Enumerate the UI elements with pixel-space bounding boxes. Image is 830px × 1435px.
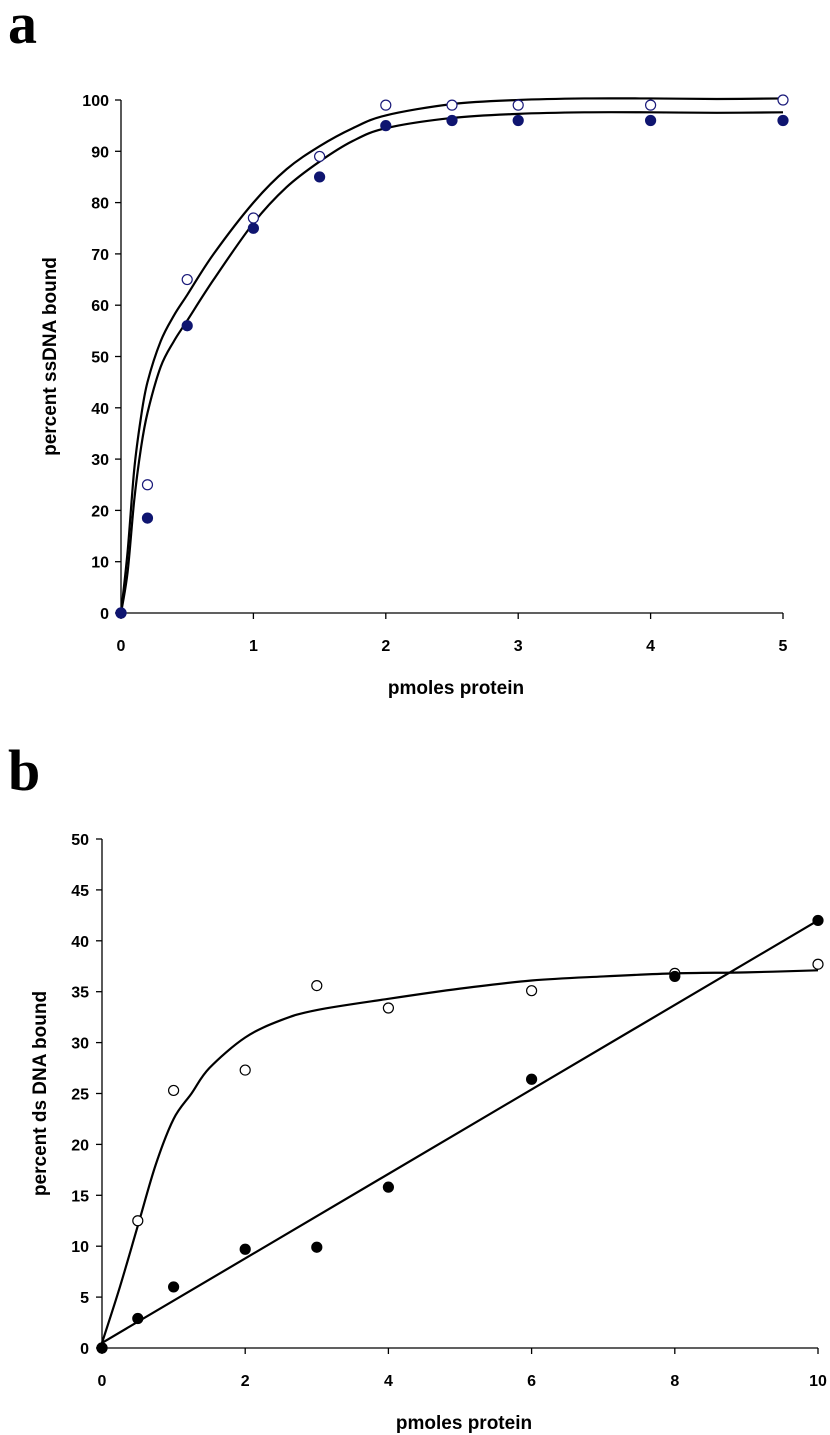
filled-data-point <box>96 1342 108 1354</box>
filled-data-point <box>777 114 789 127</box>
y-tick-label: 25 <box>71 1087 89 1104</box>
x-tick-label: 5 <box>779 638 788 655</box>
y-tick-label: 5 <box>80 1290 89 1307</box>
y-tick-label: 40 <box>91 401 109 418</box>
y-tick-label: 50 <box>91 350 109 367</box>
open-data-point <box>311 979 323 992</box>
panel-label: b <box>8 738 40 803</box>
open-data-point <box>812 958 824 970</box>
y-tick-label: 50 <box>71 832 89 849</box>
open-data-point <box>446 99 458 111</box>
open-data-point <box>181 273 193 286</box>
y-tick-label: 20 <box>71 1137 89 1154</box>
y-tick-label: 100 <box>82 93 109 110</box>
filled-data-point <box>132 1312 144 1325</box>
filled-data-point <box>314 171 326 183</box>
filled-data-point <box>239 1243 251 1255</box>
y-tick-label: 10 <box>91 555 109 572</box>
x-tick-label: 0 <box>117 638 126 655</box>
x-axis-title: pmoles protein <box>388 678 524 699</box>
chart-panel-b: b 0 5 10 15 20 25 30 35 40 45 50 0 2 4 6 8 10 pmoles prote… <box>8 738 827 1434</box>
x-tick-label: 8 <box>670 1373 679 1390</box>
y-tick-label: 30 <box>91 452 109 469</box>
open-data-point <box>777 94 789 106</box>
y-tick-label: 0 <box>80 1341 89 1358</box>
open-data-point <box>644 99 657 111</box>
y-tick-label: 45 <box>71 883 89 900</box>
fit-curve-series-0 <box>100 969 819 1344</box>
filled-data-point <box>181 320 193 332</box>
open-data-point <box>132 1215 144 1227</box>
y-tick-label: 15 <box>71 1188 89 1205</box>
open-data-point <box>141 479 154 491</box>
filled-data-point <box>168 1281 180 1293</box>
filled-data-point <box>644 114 657 127</box>
open-data-point <box>247 212 259 224</box>
x-axis-title: pmoles protein <box>396 1413 532 1434</box>
y-axis-title: percent ssDNA bound <box>40 257 61 456</box>
x-tick-label: 2 <box>241 1373 250 1390</box>
open-data-point <box>314 150 326 163</box>
x-tick-label: 10 <box>809 1373 827 1390</box>
filled-data-point <box>311 1241 323 1253</box>
open-data-point <box>239 1064 251 1076</box>
x-tick-label: 2 <box>381 638 390 655</box>
y-tick-label: 60 <box>91 298 109 315</box>
y-tick-label: 20 <box>91 503 109 520</box>
filled-data-point <box>380 120 392 132</box>
open-data-point <box>380 99 392 111</box>
filled-data-point <box>525 1073 538 1085</box>
filled-data-point <box>382 1181 394 1193</box>
x-tick-label: 3 <box>514 638 523 655</box>
fit-curve-series-0 <box>119 97 784 614</box>
x-tick-label: 4 <box>384 1373 393 1390</box>
y-tick-label: 70 <box>91 247 109 264</box>
x-tick-label: 1 <box>249 638 258 655</box>
x-tick-label: 6 <box>527 1373 536 1390</box>
filled-data-point <box>512 114 524 127</box>
chart-panel-a: a 0 10 20 30 40 50 60 70 80 90 100 0 1 2 3 4 5 pmoles prot… <box>8 0 789 699</box>
y-tick-label: 90 <box>91 144 109 161</box>
filled-data-point <box>115 607 127 619</box>
x-tick-label: 4 <box>646 638 655 655</box>
open-data-point <box>168 1084 180 1097</box>
y-tick-label: 80 <box>91 196 109 213</box>
open-data-point <box>382 1002 394 1014</box>
y-axis-title: percent ds DNA bound <box>30 991 51 1196</box>
y-tick-label: 40 <box>71 934 89 951</box>
filled-data-point <box>141 512 154 524</box>
filled-data-point <box>247 222 259 234</box>
panel-label: a <box>8 0 37 56</box>
filled-data-point <box>446 114 458 127</box>
y-tick-label: 30 <box>71 1036 89 1053</box>
y-tick-label: 0 <box>100 606 109 623</box>
x-tick-label: 0 <box>98 1373 107 1390</box>
filled-data-point <box>669 970 681 983</box>
fit-curve-series-1 <box>101 919 819 1344</box>
open-data-point <box>525 985 538 997</box>
filled-data-point <box>812 914 824 927</box>
y-tick-label: 10 <box>71 1239 89 1256</box>
open-data-point <box>512 99 524 111</box>
fit-curve-series-1 <box>119 111 784 614</box>
y-tick-label: 35 <box>71 985 89 1002</box>
